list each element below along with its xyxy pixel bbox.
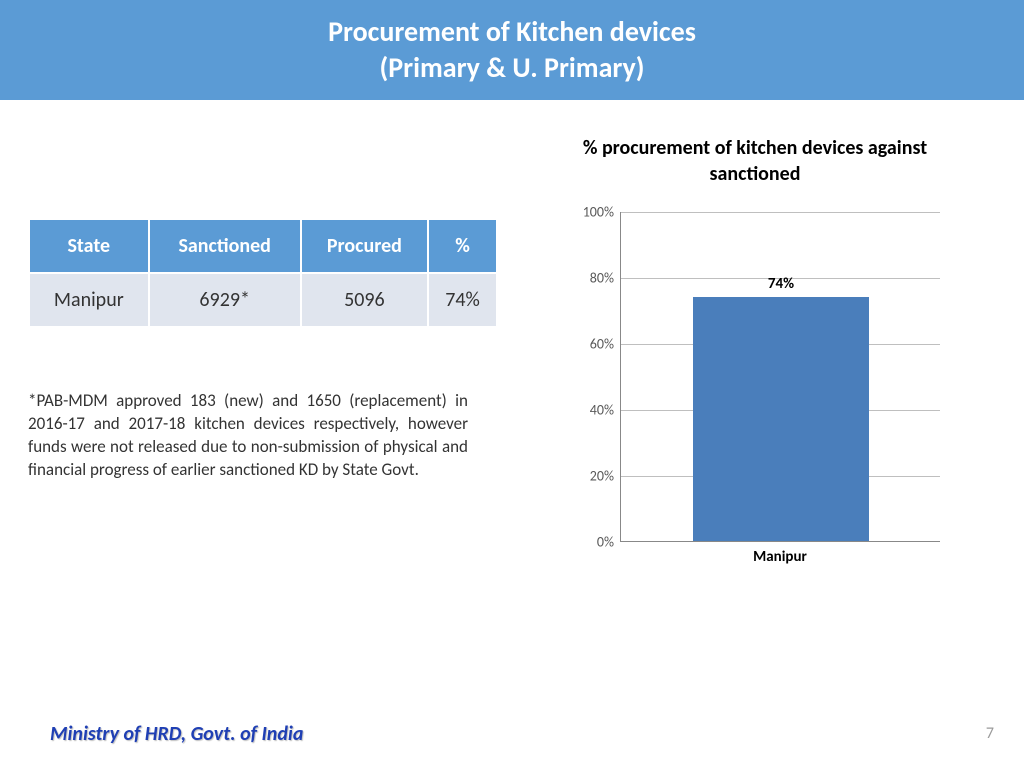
footnote-text: *PAB-MDM approved 183 (new) and 1650 (re… <box>28 390 468 482</box>
plot-area: 74% <box>620 212 940 542</box>
bar-chart: 74% 0%20%40%60%80%100%Manipur <box>570 212 940 572</box>
y-tick-label: 60% <box>570 336 614 353</box>
y-tick-label: 40% <box>570 402 614 419</box>
table-header-row: State Sanctioned Procured % <box>30 220 496 272</box>
y-tick-label: 20% <box>570 468 614 485</box>
y-tick-label: 0% <box>570 534 614 551</box>
cell-sanctioned: 6929* <box>150 274 300 326</box>
title-line-1: Procurement of Kitchen devices <box>328 14 696 50</box>
table-row: Manipur 6929* 5096 74% <box>30 274 496 326</box>
page-number: 7 <box>986 724 994 743</box>
col-sanctioned: Sanctioned <box>150 220 300 272</box>
y-tick-label: 80% <box>570 270 614 287</box>
procurement-table: State Sanctioned Procured % Manipur 6929… <box>28 218 498 328</box>
col-percent: % <box>429 220 496 272</box>
bar-value-label: 74% <box>693 275 869 293</box>
chart-title: % procurement of kitchen devices against… <box>540 135 970 187</box>
cell-state: Manipur <box>30 274 148 326</box>
col-state: State <box>30 220 148 272</box>
title-bar: Procurement of Kitchen devices (Primary … <box>0 0 1024 100</box>
x-tick-label: Manipur <box>620 548 940 566</box>
table-container: State Sanctioned Procured % Manipur 6929… <box>28 218 498 328</box>
y-tick-label: 100% <box>570 204 614 221</box>
bar: 74% <box>693 297 869 541</box>
col-procured: Procured <box>302 220 427 272</box>
footer-text: Ministry of HRD, Govt. of India <box>50 722 303 746</box>
cell-procured: 5096 <box>302 274 427 326</box>
title-line-2: (Primary & U. Primary) <box>380 50 645 86</box>
content-area: State Sanctioned Procured % Manipur 6929… <box>0 100 1024 768</box>
chart-container: % procurement of kitchen devices against… <box>540 135 970 572</box>
cell-percent: 74% <box>429 274 496 326</box>
gridline <box>621 212 940 213</box>
